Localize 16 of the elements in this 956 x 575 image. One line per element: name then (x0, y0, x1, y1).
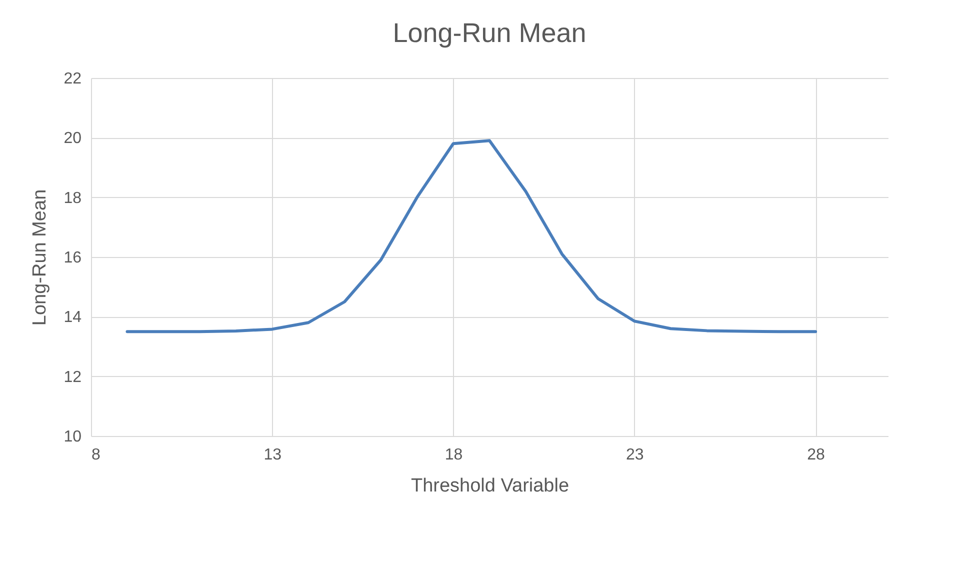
chart-title: Long-Run Mean (392, 18, 586, 48)
x-tick-label: 18 (444, 446, 463, 464)
y-tick-label: 22 (64, 70, 82, 88)
x-tick-label: 28 (807, 446, 826, 464)
y-tick-label: 12 (64, 368, 82, 386)
line-series (126, 139, 818, 334)
x-axis-title: Threshold Variable (410, 476, 570, 496)
x-tick-label: 23 (626, 446, 644, 464)
y-axis-title: Long-Run Mean (30, 189, 51, 326)
x-tick-label: 8 (92, 446, 100, 464)
y-tick-label: 18 (64, 190, 82, 207)
y-tick-label: 14 (64, 309, 82, 326)
y-tick-label: 16 (64, 250, 82, 266)
y-tick-label: 20 (64, 130, 82, 148)
x-tick-label: 13 (264, 446, 282, 464)
y-tick-label: 10 (64, 428, 82, 446)
